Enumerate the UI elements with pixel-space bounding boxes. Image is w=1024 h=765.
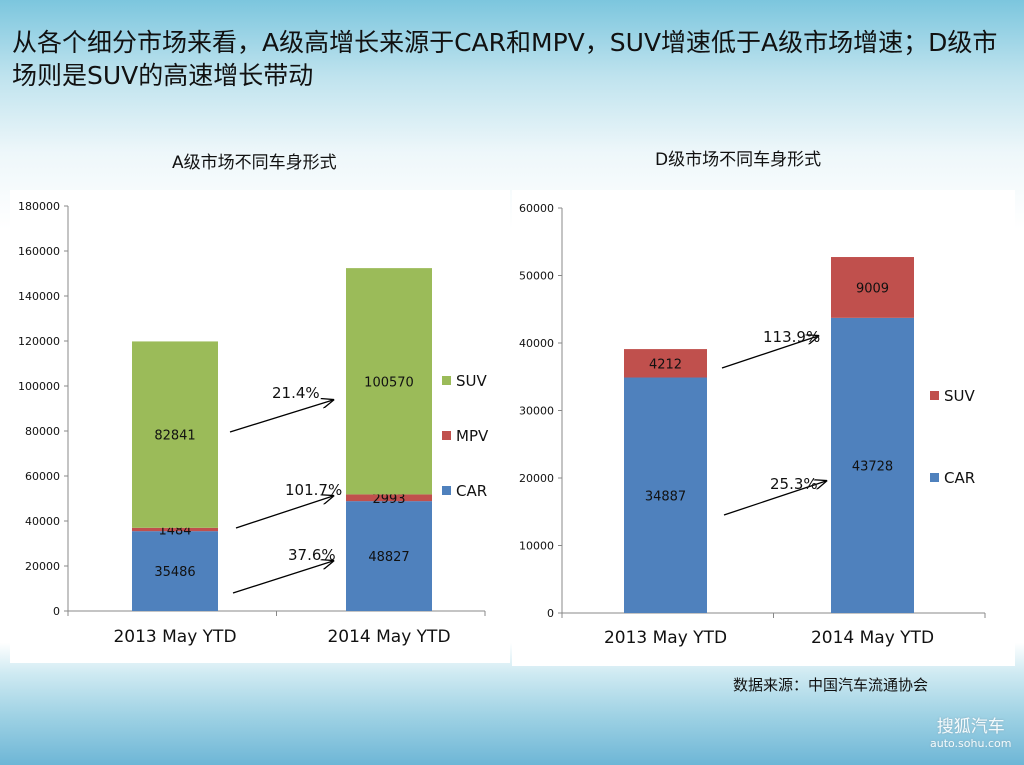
bar-suv [346,268,432,495]
data-label: 35486 [154,565,195,580]
data-label: 100570 [364,375,414,390]
y-tick-label: 40000 [25,515,60,528]
bar-suv [132,341,218,528]
x-category-label: 2013 May YTD [113,627,236,647]
data-label: 34887 [645,489,686,504]
legend-label: MPV [456,427,489,445]
bar-car [831,317,914,613]
bar-car [624,377,707,613]
chart-panel-d [512,190,1015,666]
bar-suv [624,349,707,378]
growth-label: 25.3% [770,475,818,493]
y-tick-label: 30000 [519,405,554,418]
y-tick-label: 100000 [18,380,60,393]
data-label: 2993 [372,492,405,507]
legend-swatch [442,431,451,440]
legend-swatch [930,391,939,400]
chart-title: A级市场不同车身形式 [172,153,337,173]
data-label: 43728 [852,459,893,474]
legend-label: CAR [456,482,487,500]
legend-swatch [442,486,451,495]
y-tick-label: 60000 [25,470,60,483]
x-category-label: 2014 May YTD [811,628,934,648]
data-label: 4212 [649,357,682,372]
legend-label: SUV [944,387,976,405]
data-label: 48827 [368,550,409,565]
growth-label: 101.7% [285,481,342,499]
watermark-name: 搜狐汽车 [936,717,1005,737]
bar-mpv [132,527,218,532]
growth-label: 113.9% [763,328,820,346]
y-tick-label: 0 [53,605,60,618]
legend-label: SUV [456,372,488,390]
slide-title: 从各个细分市场来看，A级高增长来源于CAR和MPV，SUV增速低于A级市场增速；… [12,28,998,90]
y-tick-label: 0 [547,607,554,620]
legend-swatch [930,473,939,482]
legend-swatch [442,376,451,385]
watermark-logo: 搜狐汽车 auto.sohu.com [930,712,1011,750]
watermark-url: auto.sohu.com [930,737,1012,750]
chart-title: D级市场不同车身形式 [655,150,821,170]
legend-label: CAR [944,469,975,487]
y-tick-label: 20000 [25,560,60,573]
data-label: 9009 [856,281,889,296]
y-tick-label: 60000 [519,202,554,215]
bar-suv [831,257,914,318]
data-source: 数据来源：中国汽车流通协会 [733,676,929,694]
bar-car [132,531,218,611]
y-tick-label: 140000 [18,290,60,303]
y-tick-label: 180000 [18,200,60,213]
growth-label: 37.6% [288,546,336,564]
bar-mpv [346,494,432,502]
bar-car [346,501,432,611]
growth-label: 21.4% [272,384,320,402]
y-tick-label: 20000 [519,472,554,485]
growth-arrow [229,400,333,433]
y-tick-label: 160000 [18,245,60,258]
growth-arrow [723,481,826,516]
growth-arrow [235,496,333,529]
x-category-label: 2014 May YTD [327,627,450,647]
growth-arrow [721,336,818,369]
growth-arrow [232,561,333,594]
y-tick-label: 80000 [25,425,60,438]
y-tick-label: 10000 [519,540,554,553]
y-tick-label: 120000 [18,335,60,348]
y-tick-label: 50000 [519,270,554,283]
data-label: 82841 [154,429,195,444]
y-tick-label: 40000 [519,337,554,350]
x-category-label: 2013 May YTD [604,628,727,648]
